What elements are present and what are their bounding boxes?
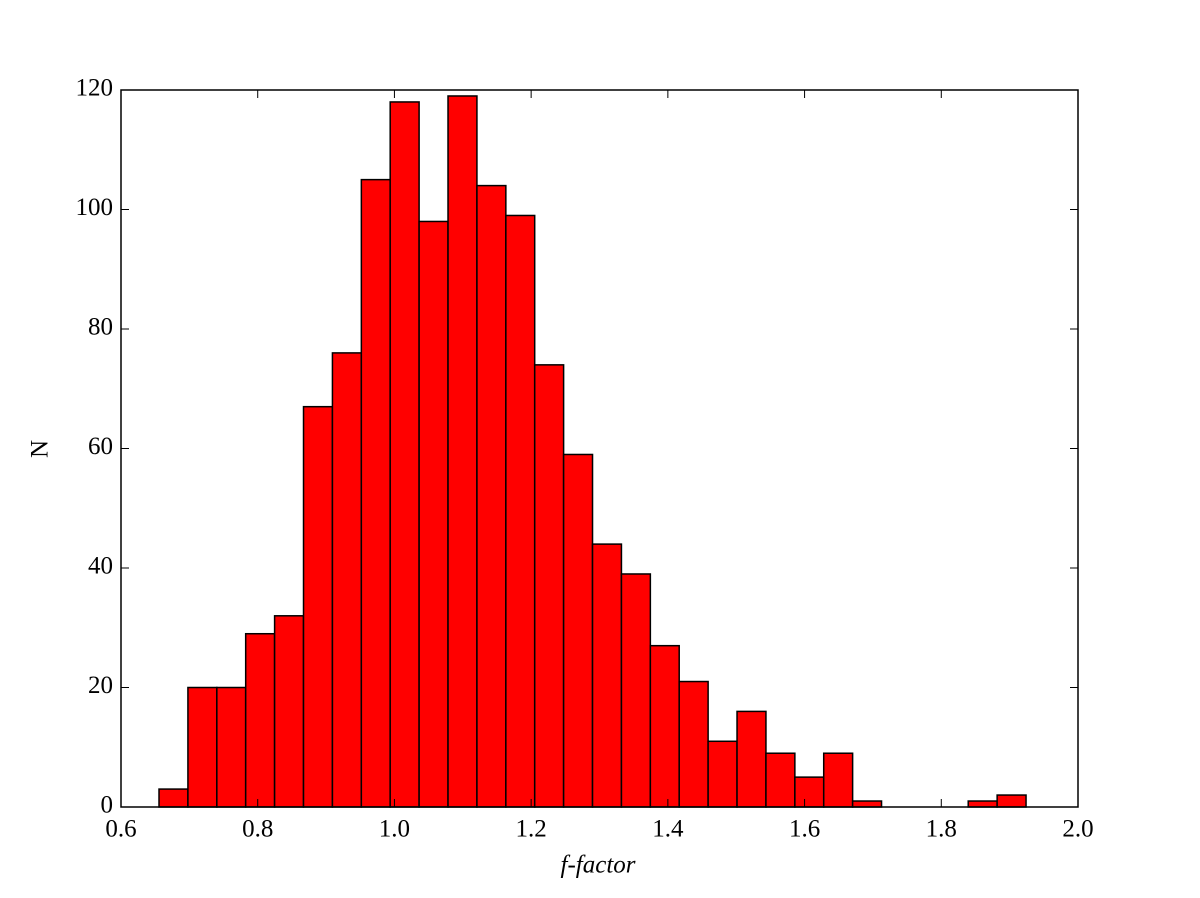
- bar: [996, 794, 1027, 808]
- bar: [533, 364, 565, 808]
- x-tick-label: 1.6: [789, 816, 820, 843]
- x-tick-label: 1.8: [926, 816, 957, 843]
- x-tick-label: 0.8: [242, 816, 273, 843]
- bar: [302, 405, 334, 808]
- bar: [678, 680, 709, 808]
- bar: [967, 800, 998, 808]
- bar: [331, 352, 363, 808]
- bar: [389, 101, 420, 808]
- bar: [591, 543, 623, 808]
- bar: [187, 686, 218, 808]
- bar: [447, 95, 478, 808]
- bar: [620, 573, 652, 808]
- y-tick-label: 100: [76, 194, 114, 221]
- bar: [216, 686, 247, 808]
- y-axis-label: N: [27, 440, 54, 458]
- bar: [649, 644, 680, 808]
- bar: [736, 710, 767, 808]
- bar: [707, 740, 738, 808]
- bar: [851, 800, 883, 808]
- y-tick-label: 120: [76, 75, 114, 102]
- x-tick-label: 1.4: [652, 816, 684, 843]
- bar: [418, 220, 449, 808]
- bar: [244, 632, 276, 808]
- x-tick-label: 0.6: [105, 816, 136, 843]
- y-tick-label: 40: [88, 553, 113, 580]
- y-tick-label: 0: [101, 792, 114, 819]
- y-tick-label: 80: [88, 314, 113, 341]
- x-tick-label: 1.2: [516, 816, 547, 843]
- x-axis-label: f-factor: [561, 852, 636, 879]
- bar: [822, 752, 854, 808]
- bar: [765, 752, 796, 808]
- y-tick-label: 60: [88, 433, 113, 460]
- x-tick-label: 2.0: [1062, 816, 1093, 843]
- bar: [476, 184, 507, 808]
- bar: [562, 453, 594, 808]
- y-tick-label: 20: [88, 672, 113, 699]
- bar: [273, 615, 305, 808]
- bar: [794, 776, 825, 808]
- bar: [360, 178, 391, 808]
- bar: [505, 214, 536, 808]
- x-tick-label: 1.0: [379, 816, 410, 843]
- bar: [158, 788, 189, 808]
